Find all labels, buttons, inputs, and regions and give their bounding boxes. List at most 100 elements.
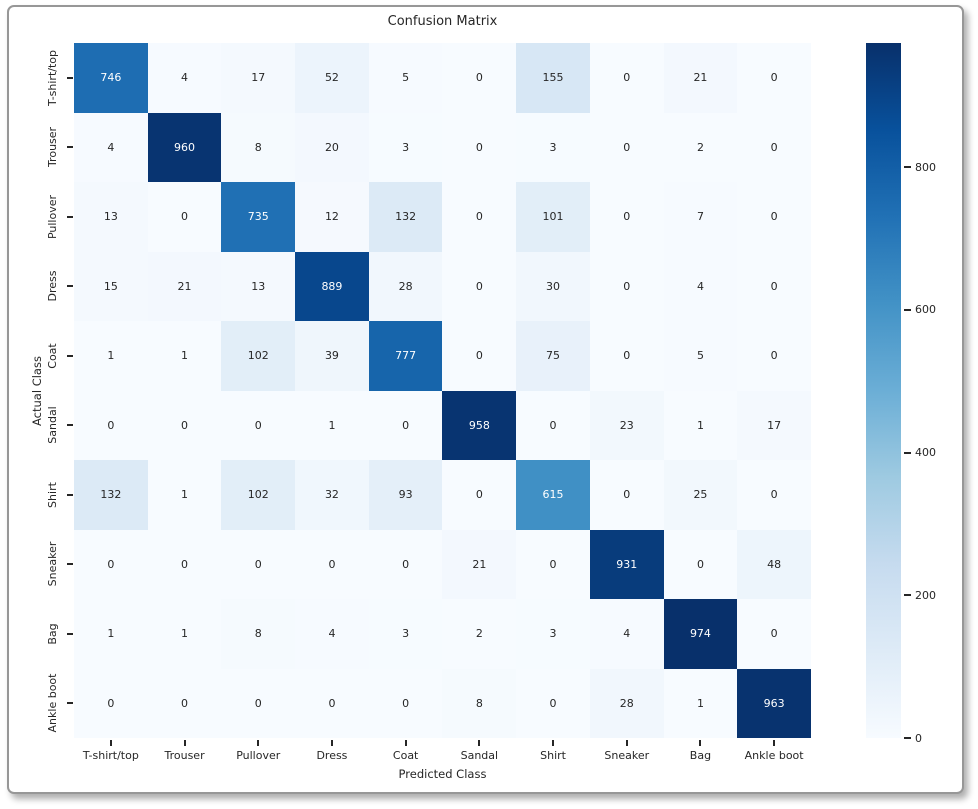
heatmap-cell: 17	[221, 43, 296, 113]
heatmap-cell: 39	[295, 321, 369, 391]
heatmap-cell: 1	[147, 321, 222, 391]
y-tick-mark	[67, 146, 73, 149]
heatmap-cell: 1	[74, 321, 148, 391]
heatmap-cell: 0	[663, 529, 738, 599]
heatmap-cell: 15	[74, 251, 148, 321]
heatmap-cell: 0	[74, 668, 148, 738]
heatmap-grid: 746 4 17 52 5 0 155 0 21 0 4 960 8 20 3 0 3 0 2 0 13 0 735 12 13…	[74, 43, 811, 738]
y-tick-mark	[67, 424, 73, 427]
heatmap-cell: 0	[589, 460, 664, 530]
heatmap-cell: 8	[442, 668, 517, 738]
heatmap-cell: 5	[368, 43, 443, 113]
heatmap-cell: 963	[737, 668, 811, 738]
heatmap-cell: 0	[368, 529, 443, 599]
y-tick-label: Coat	[45, 343, 59, 369]
heatmap-cell: 23	[589, 390, 664, 460]
y-tick-mark	[67, 285, 73, 288]
heatmap-cell: 17	[737, 390, 811, 460]
heatmap-cell: 0	[74, 390, 148, 460]
y-tick-mark	[67, 563, 73, 566]
heatmap-cell: 0	[147, 390, 222, 460]
heatmap-cell: 4	[295, 599, 369, 669]
heatmap-cell: 0	[368, 668, 443, 738]
heatmap-cell: 0	[737, 112, 811, 182]
heatmap-cell: 0	[442, 112, 517, 182]
chart-title: Confusion Matrix	[387, 14, 498, 29]
x-tick-label: Trouser	[164, 749, 205, 762]
x-tick-mark	[699, 740, 702, 746]
x-axis-label: Predicted Class	[398, 767, 487, 781]
heatmap-cell: 1	[147, 599, 222, 669]
x-tick-label: Sandal	[460, 749, 499, 762]
heatmap-cell: 3	[368, 112, 443, 182]
y-tick-label: Ankle boot	[45, 673, 59, 733]
y-tick-label: Trouser	[45, 127, 59, 168]
y-tick-label: Sandal	[45, 406, 59, 444]
x-tick-mark	[330, 740, 333, 746]
heatmap-cell: 0	[221, 529, 296, 599]
heatmap-cell: 2	[442, 599, 517, 669]
heatmap-cell: 8	[221, 112, 296, 182]
x-tick-mark	[773, 740, 776, 746]
heatmap-cell: 48	[737, 529, 811, 599]
heatmap-cell: 21	[663, 43, 738, 113]
heatmap-cell: 1	[663, 668, 738, 738]
colorbar	[866, 43, 901, 738]
x-tick-label: Sneaker	[604, 749, 650, 762]
heatmap-cell: 132	[74, 460, 148, 530]
heatmap-cell: 8	[221, 599, 296, 669]
heatmap-cell: 0	[442, 182, 517, 252]
heatmap-cell: 0	[737, 321, 811, 391]
heatmap-cell: 0	[737, 43, 811, 113]
heatmap-cell: 615	[516, 460, 590, 530]
heatmap-cell: 0	[516, 668, 590, 738]
heatmap-cell: 1	[147, 460, 222, 530]
heatmap-cell: 7	[663, 182, 738, 252]
colorbar-tick-mark	[904, 166, 911, 169]
heatmap-cell: 931	[589, 529, 664, 599]
x-tick-mark	[404, 740, 407, 746]
heatmap-cell: 93	[368, 460, 443, 530]
heatmap-cell: 0	[589, 112, 664, 182]
heatmap-cell: 2	[663, 112, 738, 182]
heatmap-cell: 21	[147, 251, 222, 321]
x-tick-mark	[183, 740, 186, 746]
heatmap-cell: 974	[663, 599, 738, 669]
colorbar-tick-label: 0	[915, 731, 922, 745]
y-tick-label: Sneaker	[45, 541, 59, 587]
x-tick-label: T-shirt/top	[82, 749, 139, 762]
heatmap-cell: 155	[516, 43, 590, 113]
x-tick-mark	[625, 740, 628, 746]
x-tick-mark	[109, 740, 112, 746]
heatmap-cell: 0	[589, 182, 664, 252]
heatmap-cell: 777	[368, 321, 443, 391]
y-tick-label: Shirt	[45, 481, 59, 508]
x-tick-label: Ankle boot	[744, 749, 804, 762]
heatmap-cell: 1	[74, 599, 148, 669]
x-tick-mark	[478, 740, 481, 746]
heatmap-cell: 0	[147, 668, 222, 738]
y-tick-label: Dress	[45, 270, 59, 302]
heatmap-cell: 0	[442, 321, 517, 391]
heatmap-cell: 0	[221, 390, 296, 460]
y-tick-mark	[67, 632, 73, 635]
heatmap-cell: 0	[74, 529, 148, 599]
heatmap-cell: 13	[221, 251, 296, 321]
heatmap-cell: 0	[147, 182, 222, 252]
heatmap-cell: 0	[295, 668, 369, 738]
colorbar-tick-mark	[904, 594, 911, 597]
heatmap-cell: 101	[516, 182, 590, 252]
heatmap-cell: 0	[516, 529, 590, 599]
heatmap-cell: 0	[295, 529, 369, 599]
x-tick-mark	[257, 740, 260, 746]
heatmap-cell: 0	[737, 460, 811, 530]
heatmap-cell: 960	[147, 112, 222, 182]
x-tick-label: Dress	[316, 749, 348, 762]
heatmap-cell: 28	[368, 251, 443, 321]
heatmap-cell: 32	[295, 460, 369, 530]
heatmap-cell: 0	[737, 599, 811, 669]
heatmap-cell: 746	[74, 43, 148, 113]
heatmap-cell: 30	[516, 251, 590, 321]
heatmap-cell: 3	[516, 599, 590, 669]
heatmap-cell: 102	[221, 321, 296, 391]
